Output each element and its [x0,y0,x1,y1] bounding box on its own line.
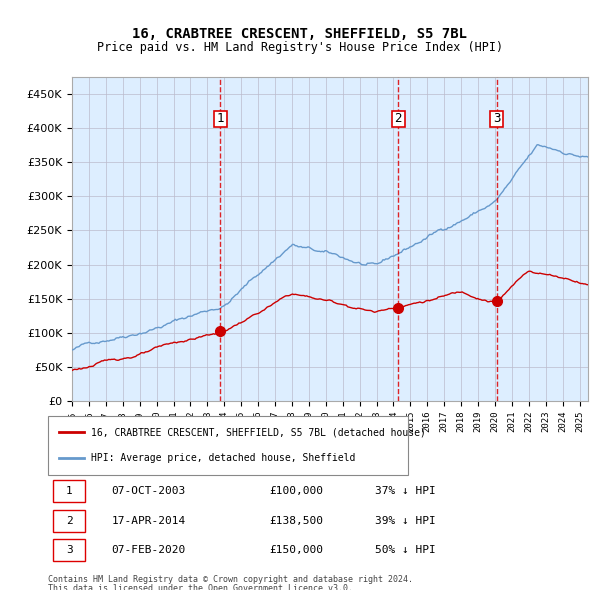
Text: £100,000: £100,000 [270,486,324,496]
FancyBboxPatch shape [214,111,227,127]
FancyBboxPatch shape [53,510,85,532]
Text: 17-APR-2014: 17-APR-2014 [112,516,185,526]
Text: 1: 1 [66,486,73,496]
Text: £138,500: £138,500 [270,516,324,526]
Text: 37% ↓ HPI: 37% ↓ HPI [376,486,436,496]
Text: £150,000: £150,000 [270,545,324,555]
FancyBboxPatch shape [490,111,503,127]
FancyBboxPatch shape [392,111,405,127]
Text: 2: 2 [395,112,402,126]
FancyBboxPatch shape [53,480,85,503]
Text: 39% ↓ HPI: 39% ↓ HPI [376,516,436,526]
Text: 07-FEB-2020: 07-FEB-2020 [112,545,185,555]
Text: 3: 3 [493,112,500,126]
Text: 16, CRABTREE CRESCENT, SHEFFIELD, S5 7BL: 16, CRABTREE CRESCENT, SHEFFIELD, S5 7BL [133,27,467,41]
Text: This data is licensed under the Open Government Licence v3.0.: This data is licensed under the Open Gov… [48,584,353,590]
Text: 1: 1 [217,112,224,126]
Text: 50% ↓ HPI: 50% ↓ HPI [376,545,436,555]
Text: 2: 2 [66,516,73,526]
Text: Contains HM Land Registry data © Crown copyright and database right 2024.: Contains HM Land Registry data © Crown c… [48,575,413,584]
FancyBboxPatch shape [53,539,85,561]
Text: 16, CRABTREE CRESCENT, SHEFFIELD, S5 7BL (detached house): 16, CRABTREE CRESCENT, SHEFFIELD, S5 7BL… [91,428,426,437]
FancyBboxPatch shape [48,416,408,475]
Text: Price paid vs. HM Land Registry's House Price Index (HPI): Price paid vs. HM Land Registry's House … [97,41,503,54]
Text: 3: 3 [66,545,73,555]
Text: 07-OCT-2003: 07-OCT-2003 [112,486,185,496]
Text: HPI: Average price, detached house, Sheffield: HPI: Average price, detached house, Shef… [91,454,356,463]
